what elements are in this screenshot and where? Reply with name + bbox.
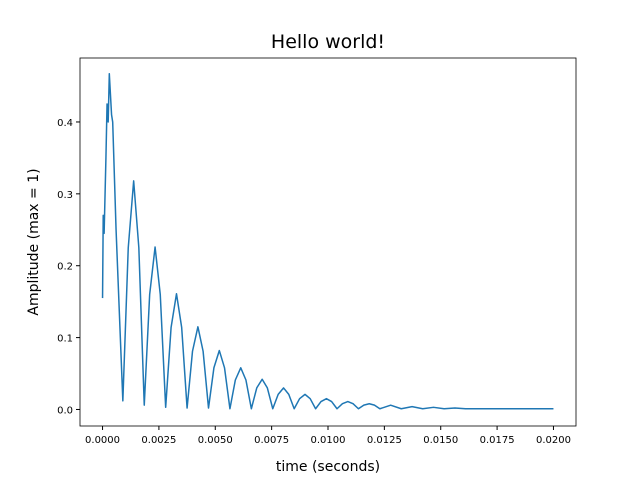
x-tick-label: 0.0200 <box>536 435 571 446</box>
x-tick-label: 0.0025 <box>141 435 176 446</box>
y-tick-label: 0.4 <box>57 118 73 129</box>
plot-frame <box>79 57 577 427</box>
y-tick-label: 0.2 <box>57 262 73 273</box>
x-tick-label: 0.0175 <box>480 435 515 446</box>
y-tick-label: 0.1 <box>57 334 73 345</box>
y-axis-label: Amplitude (max = 1) <box>26 168 42 315</box>
x-tick-label: 0.0050 <box>198 435 233 446</box>
y-tick-label: 0.0 <box>57 405 73 416</box>
y-tick-label: 0.3 <box>57 190 73 201</box>
x-tick-label: 0.0075 <box>254 435 289 446</box>
x-tick-label: 0.0150 <box>423 435 458 446</box>
chart-title: Hello world! <box>271 31 385 53</box>
x-tick-label: 0.0100 <box>311 435 346 446</box>
x-tick-label: 0.0000 <box>85 435 120 446</box>
x-axis-label: time (seconds) <box>276 459 380 475</box>
line <box>101 73 554 410</box>
x-tick-label: 0.0125 <box>367 435 402 446</box>
